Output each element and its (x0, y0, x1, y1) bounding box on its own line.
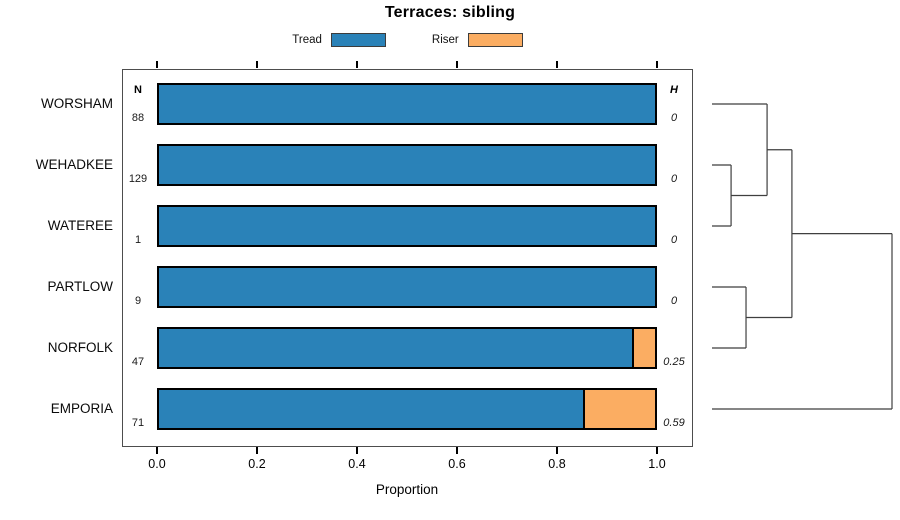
x-axis-tick (356, 447, 358, 454)
x-axis-top-tick (656, 61, 658, 68)
category-label: PARTLOW (47, 279, 113, 294)
x-axis-top-tick (156, 61, 158, 68)
bar-row (157, 388, 657, 430)
h-value: 0 (670, 234, 678, 246)
n-value: 71 (131, 417, 145, 429)
h-value: 0 (670, 173, 678, 185)
bar-segment-tread (159, 268, 655, 306)
category-label: NORFOLK (47, 340, 113, 355)
x-axis-tick-label: 0.6 (448, 457, 466, 471)
legend-item-tread: Tread (292, 33, 386, 47)
legend-item-riser: Riser (432, 33, 523, 47)
x-axis-tick-label: 0.2 (248, 457, 266, 471)
x-axis-top-tick (356, 61, 358, 68)
category-label: WATEREE (47, 218, 113, 233)
h-column-header: H (670, 84, 678, 96)
n-column-header: N (134, 84, 142, 96)
x-axis-tick-label: 0.4 (348, 457, 366, 471)
bar-row (157, 266, 657, 308)
legend: Tread Riser (122, 31, 693, 49)
x-axis-title: Proportion (375, 482, 439, 497)
bar-segment-tread (159, 329, 634, 367)
x-axis-tick (556, 447, 558, 454)
h-value: 0.25 (663, 356, 685, 368)
x-axis-tick-label: 0.0 (148, 457, 166, 471)
x-axis-top-tick (256, 61, 258, 68)
x-axis-tick (656, 447, 658, 454)
h-value: 0 (670, 295, 678, 307)
bar-segment-riser (633, 329, 655, 367)
bar-segment-tread (159, 390, 586, 428)
n-value: 9 (134, 295, 142, 307)
bar-segment-tread (159, 146, 655, 184)
x-axis-tick-label: 0.8 (548, 457, 566, 471)
bar-segment-tread (159, 207, 655, 245)
dendrogram-lines (712, 103, 893, 410)
bar-row (157, 144, 657, 186)
x-axis-tick-label: 1.0 (648, 457, 666, 471)
category-label: WEHADKEE (35, 157, 113, 172)
n-value: 1 (134, 234, 142, 246)
x-axis-tick (156, 447, 158, 454)
bar-row (157, 83, 657, 125)
x-axis-top-tick (456, 61, 458, 68)
legend-label-riser: Riser (431, 34, 459, 46)
h-value: 0 (670, 112, 678, 124)
bar-row (157, 205, 657, 247)
n-value: 129 (128, 173, 148, 185)
x-axis-top-tick (556, 61, 558, 68)
x-axis-tick (256, 447, 258, 454)
chart-title: Terraces: sibling (384, 4, 516, 21)
bar-row (157, 327, 657, 369)
plot-area (122, 69, 693, 447)
legend-label-tread: Tread (292, 34, 322, 46)
x-axis-tick (456, 447, 458, 454)
category-label: WORSHAM (41, 96, 113, 111)
n-value: 88 (131, 112, 145, 124)
bar-segment-tread (159, 85, 655, 123)
legend-swatch-tread (330, 33, 386, 47)
legend-swatch-riser (467, 33, 523, 47)
bar-segment-riser (585, 390, 655, 428)
category-label: EMPORIA (50, 401, 113, 416)
h-value: 0.59 (663, 417, 685, 429)
n-value: 47 (131, 356, 145, 368)
